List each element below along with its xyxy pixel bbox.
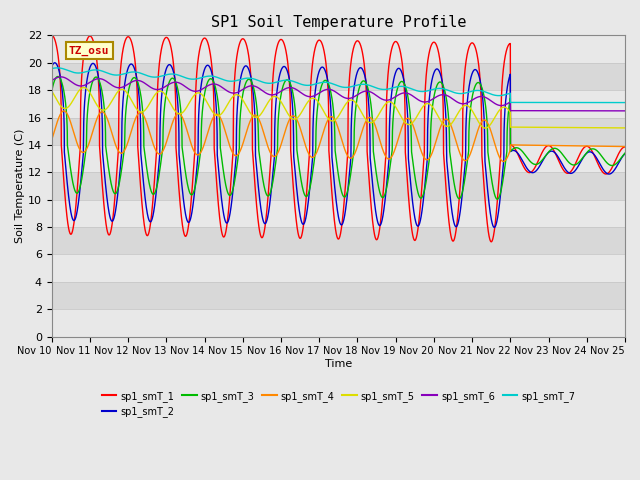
sp1_smT_4 bbox=[621, 144, 629, 149]
sp1_smT_5 bbox=[435, 116, 443, 121]
Line: sp1_smT_1: sp1_smT_1 bbox=[52, 36, 625, 242]
sp1_smT_4 bbox=[151, 145, 159, 151]
sp1_smT_2 bbox=[51, 60, 59, 66]
sp1_smT_7 bbox=[435, 85, 443, 91]
sp1_smT_2 bbox=[151, 201, 159, 206]
sp1_smT_3 bbox=[493, 196, 501, 202]
Bar bbox=[52, 145, 625, 172]
Text: TZ_osu: TZ_osu bbox=[69, 46, 109, 56]
Bar bbox=[52, 200, 625, 227]
Y-axis label: Soil Temperature (C): Soil Temperature (C) bbox=[15, 129, 25, 243]
sp1_smT_7 bbox=[48, 66, 56, 72]
sp1_smT_4 bbox=[435, 128, 443, 133]
Bar bbox=[52, 227, 625, 254]
sp1_smT_5 bbox=[80, 84, 88, 90]
sp1_smT_7 bbox=[54, 65, 61, 71]
Line: sp1_smT_5: sp1_smT_5 bbox=[52, 87, 625, 128]
Bar bbox=[52, 36, 625, 63]
Line: sp1_smT_7: sp1_smT_7 bbox=[52, 68, 625, 103]
sp1_smT_7 bbox=[151, 74, 159, 80]
sp1_smT_1 bbox=[48, 33, 56, 38]
sp1_smT_1 bbox=[621, 144, 629, 150]
Title: SP1 Soil Temperature Profile: SP1 Soil Temperature Profile bbox=[211, 15, 466, 30]
sp1_smT_6 bbox=[151, 86, 159, 92]
Bar bbox=[52, 309, 625, 336]
X-axis label: Time: Time bbox=[324, 359, 352, 369]
sp1_smT_2 bbox=[317, 65, 325, 71]
sp1_smT_2 bbox=[621, 151, 628, 157]
sp1_smT_4 bbox=[467, 149, 475, 155]
sp1_smT_1 bbox=[467, 41, 475, 47]
sp1_smT_4 bbox=[621, 144, 628, 149]
sp1_smT_4 bbox=[60, 108, 68, 114]
sp1_smT_4 bbox=[48, 137, 56, 143]
Bar bbox=[52, 254, 625, 282]
sp1_smT_1 bbox=[317, 39, 325, 45]
sp1_smT_1 bbox=[151, 174, 159, 180]
sp1_smT_3 bbox=[621, 151, 628, 156]
sp1_smT_5 bbox=[621, 125, 629, 131]
Bar bbox=[52, 172, 625, 200]
sp1_smT_3 bbox=[621, 150, 629, 156]
sp1_smT_3 bbox=[54, 73, 61, 79]
sp1_smT_1 bbox=[435, 53, 443, 59]
sp1_smT_7 bbox=[621, 100, 629, 106]
sp1_smT_3 bbox=[317, 84, 325, 90]
sp1_smT_3 bbox=[467, 101, 475, 107]
sp1_smT_7 bbox=[317, 80, 325, 85]
sp1_smT_5 bbox=[467, 106, 475, 112]
Bar bbox=[52, 282, 625, 309]
Bar bbox=[52, 63, 625, 90]
sp1_smT_2 bbox=[621, 151, 629, 156]
Line: sp1_smT_2: sp1_smT_2 bbox=[52, 63, 625, 228]
sp1_smT_5 bbox=[48, 88, 56, 94]
sp1_smT_3 bbox=[151, 190, 159, 196]
Line: sp1_smT_4: sp1_smT_4 bbox=[52, 111, 625, 161]
sp1_smT_4 bbox=[500, 158, 508, 164]
sp1_smT_2 bbox=[48, 64, 56, 70]
sp1_smT_3 bbox=[48, 88, 56, 94]
sp1_smT_6 bbox=[57, 74, 65, 80]
sp1_smT_7 bbox=[621, 100, 628, 106]
sp1_smT_6 bbox=[435, 93, 443, 98]
sp1_smT_5 bbox=[621, 125, 628, 131]
sp1_smT_6 bbox=[467, 98, 475, 104]
sp1_smT_5 bbox=[481, 125, 489, 131]
sp1_smT_5 bbox=[317, 104, 325, 109]
Line: sp1_smT_6: sp1_smT_6 bbox=[52, 77, 625, 111]
sp1_smT_2 bbox=[500, 158, 508, 164]
sp1_smT_3 bbox=[435, 79, 443, 85]
Legend: sp1_smT_1, sp1_smT_2, sp1_smT_3, sp1_smT_4, sp1_smT_5, sp1_smT_6, sp1_smT_7: sp1_smT_1, sp1_smT_2, sp1_smT_3, sp1_smT… bbox=[98, 387, 579, 421]
Bar bbox=[52, 90, 625, 118]
sp1_smT_4 bbox=[500, 158, 508, 164]
sp1_smT_6 bbox=[621, 108, 628, 114]
sp1_smT_7 bbox=[500, 92, 508, 98]
Line: sp1_smT_3: sp1_smT_3 bbox=[52, 76, 625, 199]
Bar bbox=[52, 118, 625, 145]
sp1_smT_6 bbox=[621, 108, 629, 114]
sp1_smT_1 bbox=[488, 239, 495, 245]
sp1_smT_6 bbox=[48, 78, 56, 84]
sp1_smT_6 bbox=[317, 89, 325, 95]
sp1_smT_4 bbox=[317, 136, 325, 142]
sp1_smT_5 bbox=[151, 92, 159, 98]
sp1_smT_3 bbox=[500, 172, 508, 178]
sp1_smT_6 bbox=[500, 102, 508, 108]
sp1_smT_1 bbox=[621, 144, 628, 150]
sp1_smT_7 bbox=[467, 89, 475, 95]
sp1_smT_5 bbox=[500, 104, 508, 110]
sp1_smT_2 bbox=[467, 74, 475, 80]
sp1_smT_2 bbox=[435, 69, 443, 74]
sp1_smT_2 bbox=[490, 225, 498, 230]
sp1_smT_1 bbox=[500, 65, 508, 71]
